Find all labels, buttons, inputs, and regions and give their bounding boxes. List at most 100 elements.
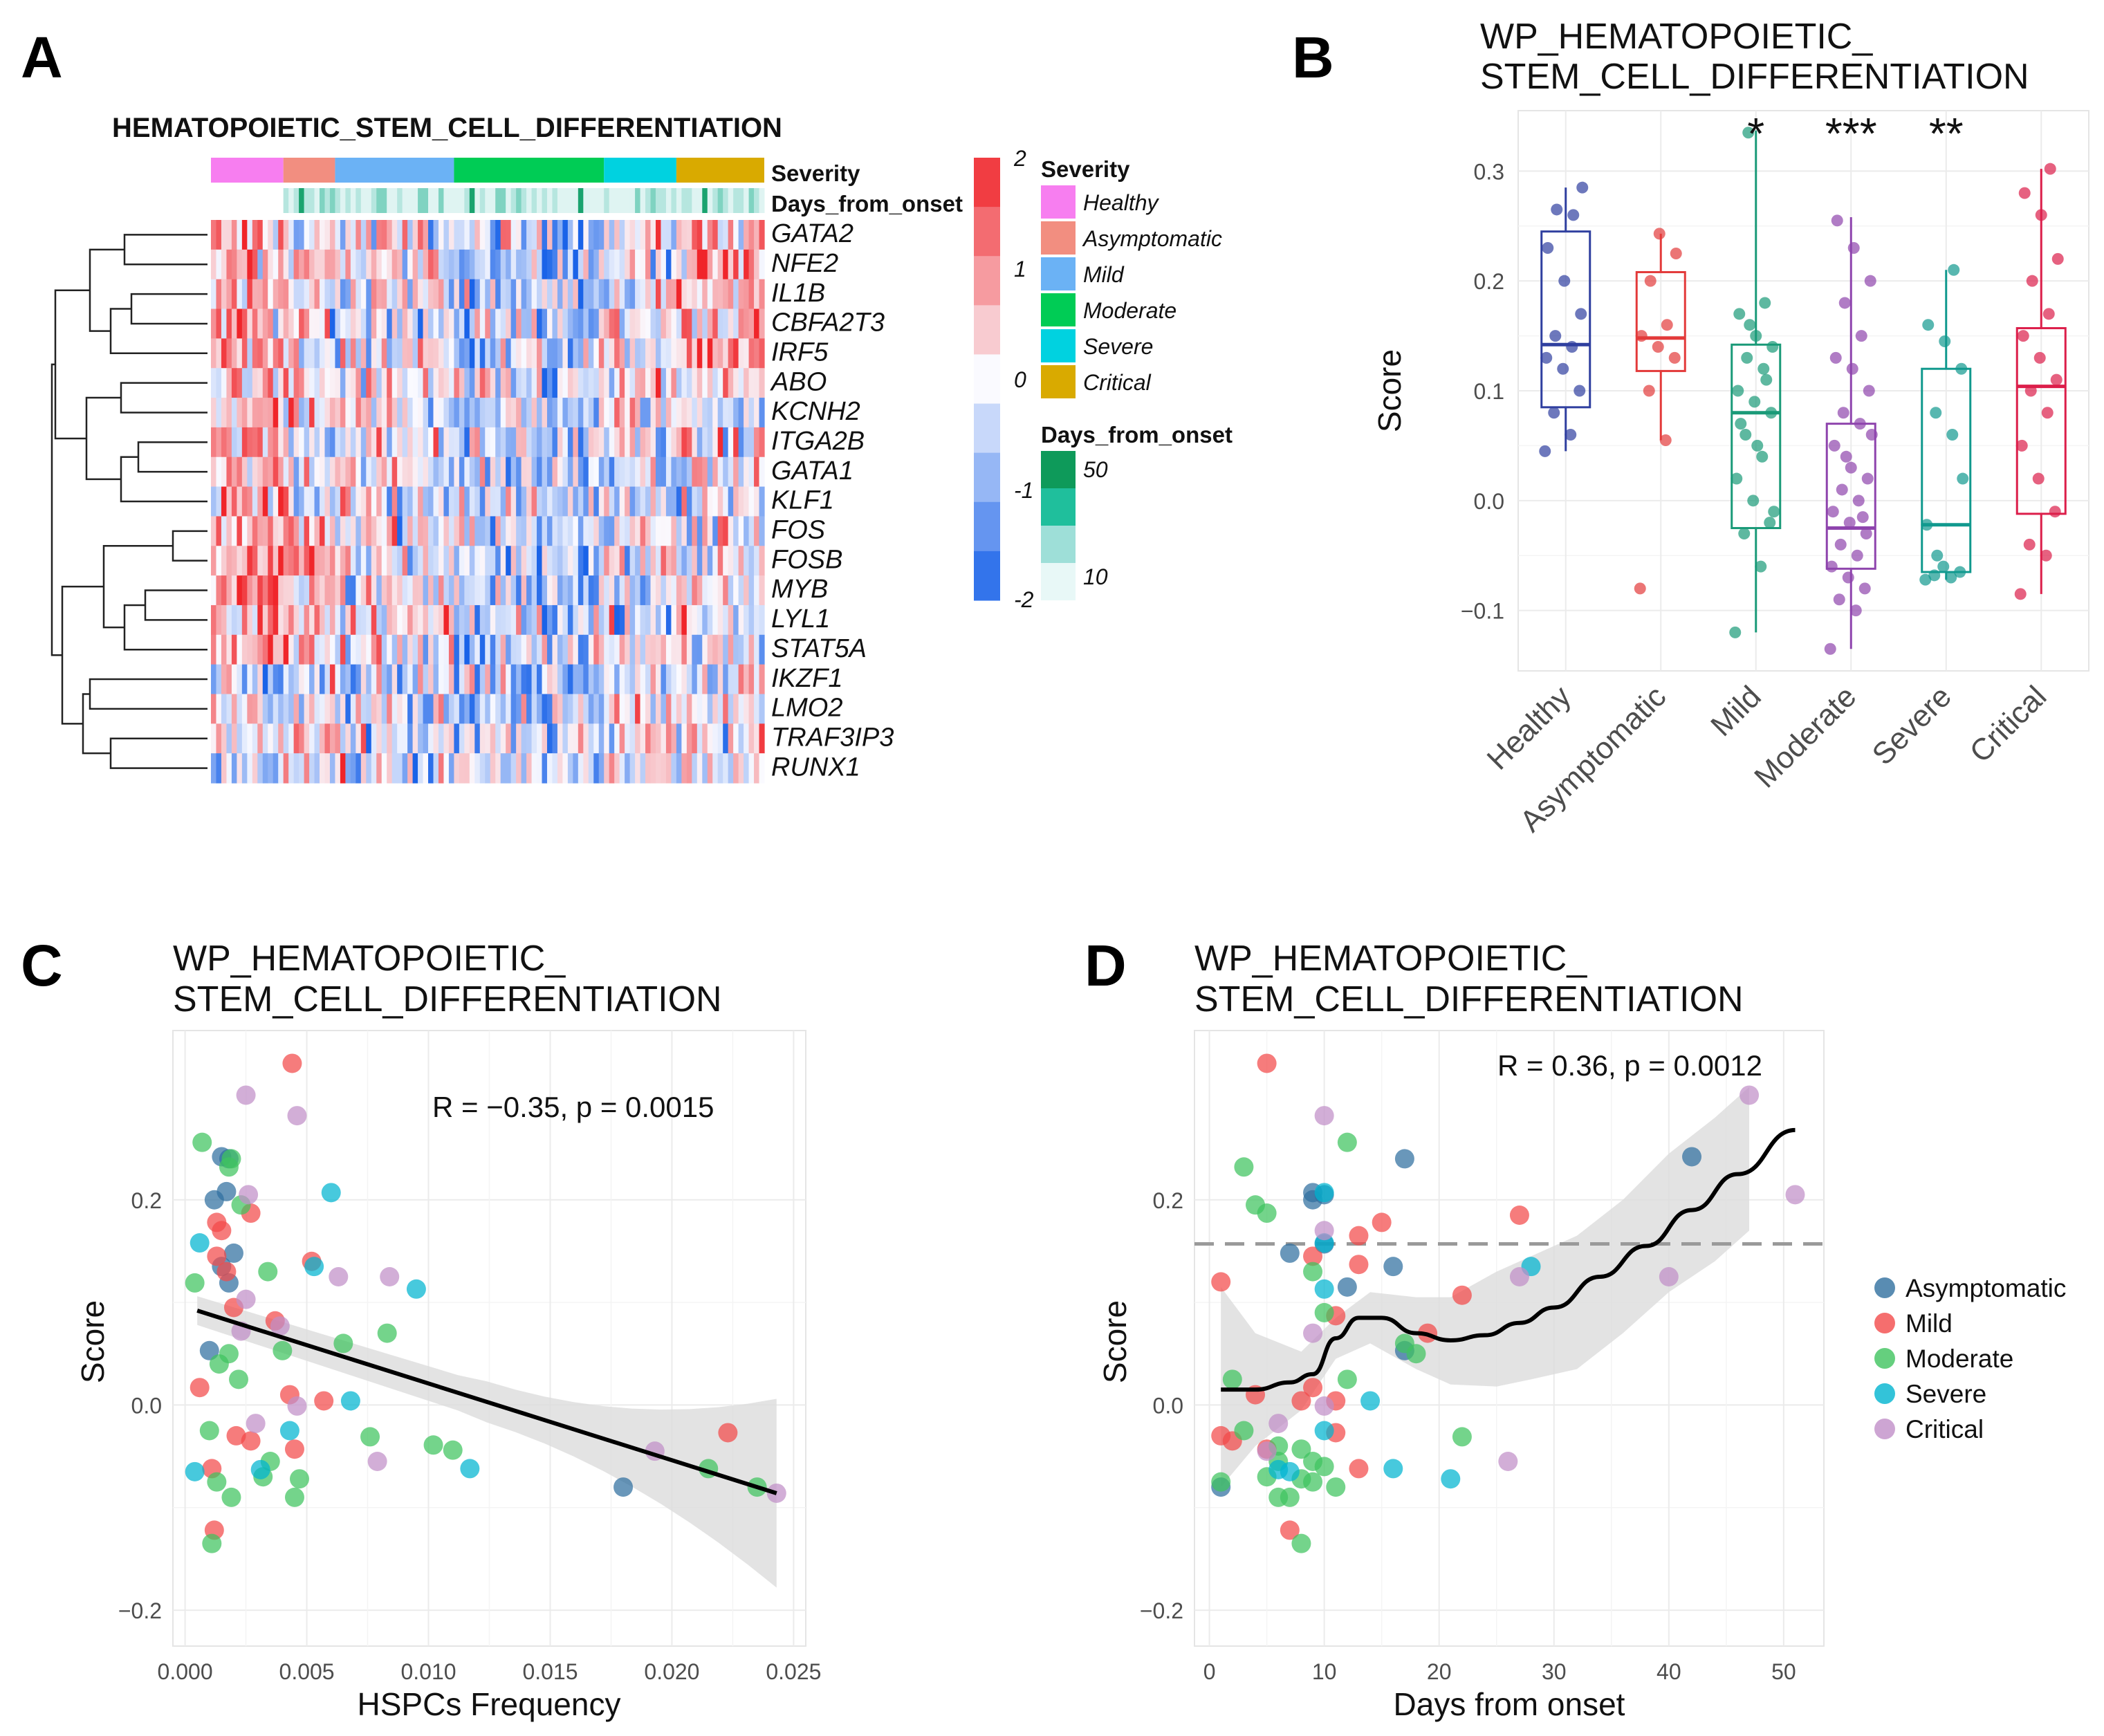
heatmap-cell <box>418 575 424 606</box>
heatmap-cell <box>567 634 573 665</box>
days-cell <box>692 188 698 213</box>
heatmap-cell <box>257 308 264 339</box>
heatmap-cell <box>474 456 481 488</box>
heatmap-cell <box>712 220 719 250</box>
heatmap-cell <box>299 486 305 517</box>
heatmap-cell <box>578 664 584 695</box>
d-legend-marker <box>1874 1383 1895 1404</box>
dendrogram-link <box>89 248 124 332</box>
heatmap-cell <box>335 368 341 398</box>
heatmap-cell <box>479 220 486 250</box>
heatmap-cell <box>728 249 734 280</box>
heatmap-cell <box>320 575 326 606</box>
heatmap-cell <box>366 398 372 428</box>
b-point <box>1861 472 1874 485</box>
heatmap-cell <box>226 220 232 250</box>
heatmap-cell <box>578 308 584 339</box>
b-point <box>1558 275 1571 287</box>
heatmap-cell <box>438 249 445 280</box>
heatmap-cell <box>552 368 558 398</box>
heatmap-cell <box>681 427 688 458</box>
heatmap-cell <box>345 338 351 369</box>
b-point <box>1858 582 1871 595</box>
heatmap-cell <box>366 279 372 310</box>
heatmap-cell <box>252 486 258 517</box>
heatmap-cell <box>495 664 501 695</box>
b-point <box>1831 214 1843 227</box>
heatmap-cell <box>712 338 719 369</box>
heatmap-cell <box>314 516 320 546</box>
heatmap-cell <box>464 723 470 754</box>
b-point <box>2015 439 2028 452</box>
heatmap-cell <box>459 338 465 369</box>
heatmap-cell <box>526 368 533 398</box>
heatmap-cell <box>614 546 620 576</box>
heatmap-cell <box>283 604 289 636</box>
heatmap-cell <box>247 427 253 458</box>
heatmap-cell <box>516 398 522 428</box>
heatmap-cell <box>309 249 315 280</box>
heatmap-cell <box>252 604 258 636</box>
heatmap-cell <box>237 220 243 250</box>
heatmap-cell <box>738 604 744 636</box>
heatmap-cell <box>231 694 237 724</box>
heatmap-cell <box>573 249 579 280</box>
c-point-moderate <box>202 1533 222 1553</box>
heatmap-cell <box>712 427 719 458</box>
heatmap-cell <box>402 308 408 339</box>
heatmap-cell <box>655 279 662 310</box>
heatmap-cell <box>655 220 662 250</box>
heatmap-cell <box>340 427 346 458</box>
heatmap-cell <box>428 753 434 784</box>
heatmap-cell <box>696 308 703 339</box>
c-x-tick-label: 0.005 <box>279 1659 335 1684</box>
heatmap-cell <box>273 753 279 784</box>
heatmap-cell <box>360 546 367 576</box>
heatmap-cell <box>614 604 620 636</box>
heatmap-cell <box>542 368 548 398</box>
severity-legend-swatch <box>1041 293 1076 326</box>
heatmap-cell <box>500 368 506 398</box>
heatmap-cell <box>412 546 418 576</box>
heatmap-cell <box>686 338 692 369</box>
d-point-critical <box>1659 1267 1679 1286</box>
dendrogram-link <box>109 737 207 769</box>
heatmap-cell <box>661 694 667 724</box>
heatmap-cell <box>609 723 615 754</box>
b-point <box>1539 445 1551 457</box>
heatmap-cell <box>402 575 408 606</box>
d-point-severe <box>1314 1183 1334 1203</box>
heatmap-cell <box>273 308 279 339</box>
heatmap-cell <box>744 220 750 250</box>
heatmap-cell <box>650 546 656 576</box>
d-confidence-band <box>1221 1087 1750 1488</box>
heatmap-cell <box>299 604 305 636</box>
heatmap-cell <box>640 664 646 695</box>
heatmap-cell <box>712 753 719 784</box>
days-cell <box>598 188 605 213</box>
heatmap-cell <box>433 753 439 784</box>
heatmap-cell <box>387 723 393 754</box>
heatmap-cell <box>490 634 496 665</box>
heatmap-cell <box>216 575 222 606</box>
heatmap-cell <box>537 546 543 576</box>
heatmap-cell <box>366 308 372 339</box>
heatmap-cell <box>640 723 646 754</box>
heatmap-cell <box>474 516 481 546</box>
heatmap-cell <box>748 516 755 546</box>
panel-a: A HEMATOPOIETIC_STEM_CELL_DIFFERENTIATIO… <box>21 25 1233 784</box>
heatmap-cell <box>345 604 351 636</box>
heatmap-cell <box>226 516 232 546</box>
heatmap-cell <box>345 723 351 754</box>
heatmap-cell <box>479 249 486 280</box>
heatmap-cell <box>299 427 305 458</box>
heatmap-cell <box>625 308 631 339</box>
heatmap-cell <box>231 634 237 665</box>
heatmap-cell <box>474 249 481 280</box>
heatmap-cell <box>221 694 228 724</box>
heatmap-cell <box>366 486 372 517</box>
b-point <box>2050 373 2063 386</box>
days-cell <box>744 188 750 213</box>
heatmap-cell <box>324 249 331 280</box>
d-point-mild <box>1509 1206 1529 1225</box>
